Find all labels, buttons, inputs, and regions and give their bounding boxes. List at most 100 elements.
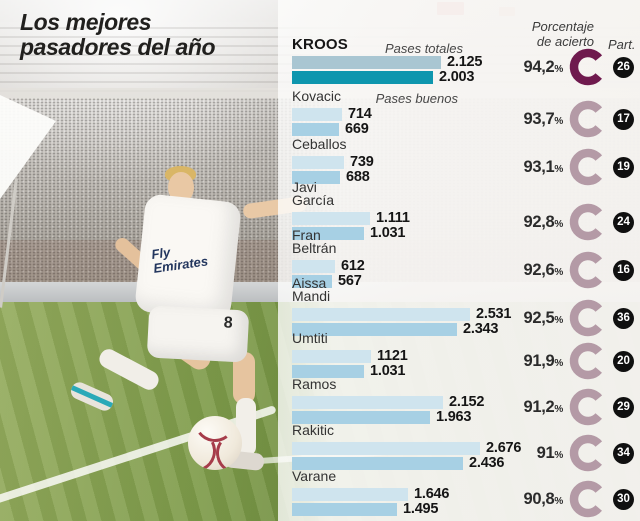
legend-good-passes: Pases buenos (375, 91, 458, 106)
percent-sign: % (554, 314, 563, 326)
total-passes-bar-line: 2.531 (292, 306, 640, 322)
good-passes-value: 2.003 (439, 69, 475, 85)
accuracy-donut-icon (569, 48, 607, 86)
total-passes-bar (292, 155, 344, 169)
row-stats: 93,1% 19 (517, 147, 634, 187)
percent-sign: % (554, 163, 563, 175)
accuracy-donut-icon (569, 299, 607, 337)
good-passes-bar (292, 456, 463, 470)
title-line-1: Los mejores (20, 9, 152, 35)
total-passes-value: 714 (348, 106, 372, 122)
player-name: Javi García (292, 179, 335, 208)
total-passes-bar (292, 259, 335, 273)
good-passes-value: 2.343 (463, 321, 499, 337)
chart-panel: Porcentaje de acierto Part. Pases totale… (278, 0, 640, 521)
percent-sign: % (554, 357, 563, 369)
accuracy-value: 92,6% (523, 260, 563, 279)
accuracy-column-header: Porcentaje de acierto (531, 19, 594, 49)
total-passes-value: 2.152 (449, 394, 485, 410)
total-passes-bar-line: 739 (292, 154, 640, 170)
total-passes-value: 612 (341, 258, 365, 274)
total-passes-bar (292, 107, 342, 121)
player-row: Rakitic 2.676 2.436 91% 34 (292, 423, 640, 473)
percent-sign: % (554, 63, 563, 75)
total-passes-bar-line: 1121 (292, 348, 640, 364)
total-passes-bar (292, 441, 480, 455)
player-shirt: Fly Emirates (134, 193, 242, 321)
total-passes-bar-line: 2.125 (292, 54, 640, 70)
accuracy-value: 93,7% (523, 109, 563, 128)
football-icon (188, 416, 242, 470)
total-passes-bar (292, 55, 441, 69)
row-stats: 94,2% 26 (517, 47, 634, 87)
total-passes-bar-line: 2.152 (292, 394, 640, 410)
row-stats: 92,8% 24 (517, 202, 634, 242)
player-name: Ceballos (292, 136, 347, 152)
good-passes-bar-line: 1.031 (292, 363, 640, 379)
total-passes-value: 1.111 (376, 210, 410, 226)
percent-sign: % (554, 218, 563, 230)
accuracy-donut-icon (569, 100, 607, 138)
good-passes-bar (292, 410, 430, 424)
participations-badge: 36 (613, 307, 634, 329)
accuracy-value: 91% (536, 443, 564, 462)
percent-sign: % (554, 266, 563, 278)
participations-badge: 30 (613, 488, 634, 510)
good-passes-value: 1.031 (370, 363, 406, 379)
total-passes-bar (292, 487, 408, 501)
row-stats: 93,7% 17 (517, 99, 634, 139)
row-stats: 91,2% 29 (517, 387, 634, 427)
row-stats: 91,9% 20 (517, 341, 634, 381)
total-passes-value: 2.531 (476, 306, 512, 322)
accuracy-value: 91,9% (523, 351, 563, 370)
accuracy-donut-icon (569, 251, 607, 289)
good-passes-bar-line: 1.031 (292, 225, 640, 241)
accuracy-value: 91,2% (523, 397, 563, 416)
player-name: Umtiti (292, 330, 328, 346)
total-passes-bar (292, 349, 371, 363)
total-passes-bar-line: 612 (292, 258, 640, 274)
player-name: Ramos (292, 376, 337, 392)
percent-sign: % (554, 115, 563, 127)
row-stats: 92,6% 16 (517, 250, 634, 290)
page-title: Los mejores pasadores del año (20, 9, 216, 60)
good-passes-value: 669 (345, 121, 369, 137)
total-passes-bar (292, 395, 443, 409)
player-standing-leg (233, 352, 255, 404)
percent-sign: % (554, 403, 563, 415)
accuracy-donut-icon (569, 203, 607, 241)
accuracy-donut-icon (569, 388, 607, 426)
player-row: Ramos 2.152 1.963 91,2% 29 (292, 376, 640, 427)
participations-badge: 24 (613, 211, 634, 233)
total-passes-bar-line: 2.676 (292, 440, 640, 456)
percent-sign: % (554, 495, 563, 507)
good-passes-bar (292, 274, 332, 288)
player-name: Aissa Mandi (292, 275, 331, 304)
player-row: Ceballos 739 688 93,1% 19 (292, 136, 640, 187)
accuracy-value: 92,8% (523, 212, 563, 231)
participations-badge: 19 (613, 156, 634, 178)
player-row: Varane 1.646 1.495 90,8% 30 (292, 469, 640, 518)
total-passes-value: 2.125 (447, 54, 483, 70)
good-passes-bar (292, 322, 457, 336)
total-passes-bar-line: 1.646 (292, 486, 640, 502)
player-row: Kovacic 714 669 93,7% 17 (292, 89, 640, 139)
total-passes-value: 2.676 (486, 440, 522, 456)
row-stats: 91% 34 (517, 433, 634, 473)
good-passes-bar-line: 669 (292, 121, 640, 137)
total-passes-value: 739 (350, 154, 374, 170)
total-passes-bar-line: 1.111 (292, 210, 640, 226)
total-passes-bar-line: 714 (292, 106, 640, 122)
good-passes-bar (292, 70, 433, 84)
good-passes-value: 1.495 (403, 501, 439, 517)
legend-total-passes: Pases totales (384, 41, 463, 56)
good-passes-bar-line: 1.495 (292, 501, 640, 517)
participations-badge: 29 (613, 396, 634, 418)
accuracy-value: 93,1% (523, 157, 563, 176)
shorts-number: 8 (223, 314, 234, 332)
accuracy-value: 90,8% (523, 489, 563, 508)
participations-badge: 26 (613, 56, 634, 78)
participations-badge: 16 (613, 259, 634, 281)
good-passes-value: 1.031 (370, 225, 406, 241)
